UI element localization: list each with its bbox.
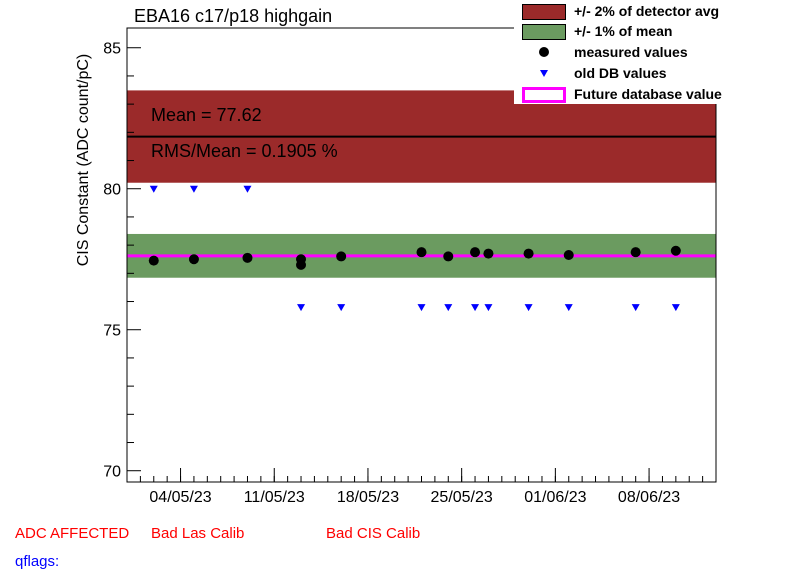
old-db-point [189,185,198,193]
x-tick-label: 08/06/23 [618,489,680,506]
measured-point [188,254,199,265]
chart-title: EBA16 c17/p18 highgain [134,6,333,26]
legend: +/- 2% of detector avg +/- 1% of mean me… [514,0,746,104]
measured-point [242,252,253,263]
legend-marker-measured [522,45,566,59]
old-db-point [417,304,426,312]
old-db-point [444,304,453,312]
old-db-point [671,304,680,312]
legend-label: Future database value [574,86,722,102]
old-db-point [243,185,252,193]
legend-label: measured values [574,44,688,60]
measured-point [670,245,681,256]
adc-affected-flag: ADC AFFECTED [15,525,130,542]
x-tick-label: 11/05/23 [244,489,305,506]
measured-point [416,247,427,258]
legend-item-mean-band: +/- 1% of mean [514,22,746,42]
legend-label: old DB values [574,65,667,81]
measured-point [483,248,494,259]
old-db-point [631,304,640,312]
legend-marker-old-db [522,66,566,80]
old-db-point [337,304,346,312]
measured-point [148,255,159,266]
legend-swatch-future-db [522,87,566,103]
legend-item-old-db: old DB values [514,64,746,84]
measured-point [296,259,307,270]
x-tick-label: 04/05/23 [149,489,211,506]
mean-stat: Mean = 77.62 [151,105,262,125]
y-tick-label: 85 [103,41,121,58]
legend-item-detector-avg: +/- 2% of detector avg [514,2,746,22]
bad-cis-calib-flag: Bad CIS Calib [326,525,421,542]
x-tick-label: 18/05/23 [337,489,399,506]
legend-item-measured: measured values [514,43,746,63]
legend-item-future-db: Future database value [514,85,746,105]
old-db-point [471,304,480,312]
y-axis-label: CIS Constant (ADC count/pC) [75,54,92,267]
x-tick-label: 25/05/23 [431,489,493,506]
qflags-label: qflags: [15,553,60,570]
bad-las-calib-flag: Bad Las Calib [151,525,245,542]
old-db-point [297,304,306,312]
old-db-point [484,304,493,312]
measured-point [563,250,574,260]
old-db-point [149,185,158,193]
y-tick-label: 70 [103,464,121,481]
y-tick-label: 75 [103,323,121,340]
x-tick-label: 01/06/23 [524,489,586,506]
old-db-point [564,304,573,312]
measured-point [336,251,347,262]
legend-swatch-mean-band [522,24,566,40]
rms-stat: RMS/Mean = 0.1905 % [151,141,338,161]
y-tick-label: 80 [103,182,121,199]
measured-point [470,247,481,258]
old-db-point [524,304,533,312]
legend-swatch-detector-avg [522,4,566,20]
legend-label: +/- 1% of mean [574,23,673,39]
measured-point [523,248,534,259]
measured-point [443,251,454,262]
legend-label: +/- 2% of detector avg [574,3,720,19]
measured-point [630,247,641,258]
